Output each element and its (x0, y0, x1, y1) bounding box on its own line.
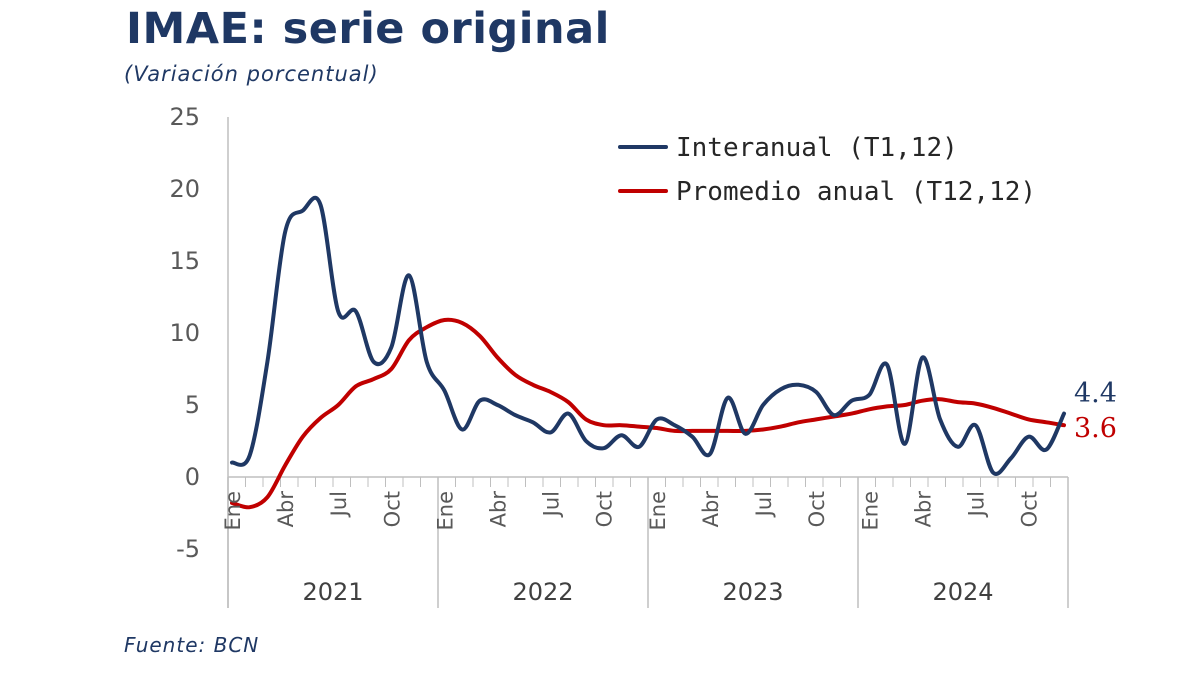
series-line-promedio-anual (230, 317, 1066, 510)
month-label: Jul (752, 491, 776, 518)
month-label: Abr (699, 491, 723, 528)
y-tick-label: 10 (169, 319, 200, 347)
y-tick-label: 15 (169, 247, 200, 275)
month-label: Jul (964, 491, 988, 518)
month-label: Ene (646, 491, 670, 531)
month-label: Jul (327, 491, 351, 518)
series-lines (230, 195, 1066, 510)
legend: Interanual (T1,12) Promedio anual (T12,12… (618, 133, 1036, 207)
year-label: 2021 (302, 578, 363, 606)
month-label: Oct (805, 491, 829, 527)
month-label: Ene (221, 491, 245, 531)
chart-subtitle: (Variación porcentual) (124, 62, 379, 86)
month-label: Oct (1018, 491, 1042, 527)
month-label: Jul (540, 491, 564, 518)
y-tick-label: 0 (185, 463, 200, 491)
chart-title: IMAE: serie original (126, 4, 610, 54)
y-tick-label: 25 (169, 103, 200, 131)
axes (227, 117, 1069, 608)
legend-label: Promedio anual (T12,12) (676, 177, 1036, 207)
year-label: 2023 (722, 578, 783, 606)
legend-label: Interanual (T1,12) (676, 133, 958, 163)
end-label-interanual: 4.4 (1074, 378, 1117, 409)
month-label: Abr (487, 491, 511, 528)
year-label: 2022 (512, 578, 573, 606)
y-tick-label: 5 (185, 391, 200, 419)
month-label: Ene (858, 491, 882, 531)
axis-labels: 25 20 15 10 5 0 -5 Ene Abr Jul Oct Ene Abr Jul Oct Ene A… (169, 103, 1117, 606)
year-label: 2024 (932, 578, 993, 606)
y-tick-label: -5 (176, 535, 200, 563)
month-label: Abr (274, 491, 298, 528)
month-label: Oct (593, 491, 617, 527)
series-line-interanual (230, 195, 1066, 476)
end-label-promedio-anual: 3.6 (1074, 413, 1117, 444)
month-label: Oct (380, 491, 404, 527)
month-label: Ene (433, 491, 457, 531)
source-note: Fuente: BCN (124, 633, 260, 657)
y-tick-label: 20 (169, 175, 200, 203)
month-label: Abr (911, 491, 935, 528)
